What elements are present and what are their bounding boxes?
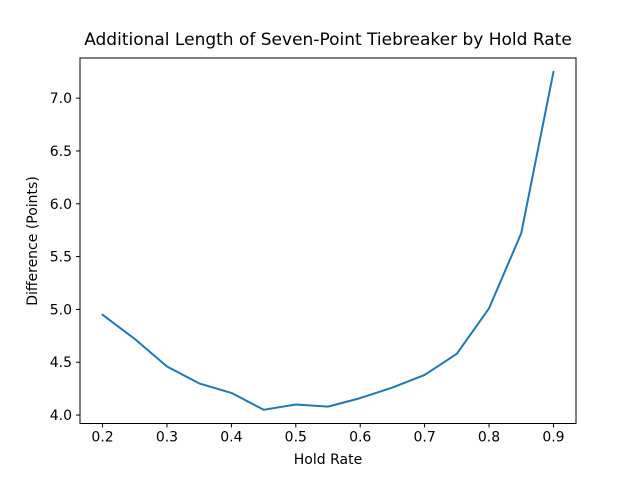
y-tick-label: 6.0 bbox=[50, 197, 72, 213]
y-tick-label: 5.0 bbox=[50, 302, 72, 318]
x-tick-label: 0.8 bbox=[478, 430, 500, 446]
x-tick-label: 0.5 bbox=[285, 430, 307, 446]
x-tick-label: 0.6 bbox=[349, 430, 371, 446]
y-tick-label: 5.5 bbox=[50, 250, 72, 266]
y-tick-label: 7.0 bbox=[50, 91, 72, 107]
y-tick-label: 4.5 bbox=[50, 355, 72, 371]
y-tick-label: 4.0 bbox=[50, 408, 72, 424]
x-tick-label: 0.9 bbox=[542, 430, 564, 446]
x-tick-label: 0.7 bbox=[413, 430, 435, 446]
y-axis-label: Difference (Points) bbox=[25, 176, 41, 306]
x-tick-label: 0.2 bbox=[91, 430, 113, 446]
chart-title: Additional Length of Seven-Point Tiebrea… bbox=[84, 30, 572, 50]
y-tick-label: 6.5 bbox=[50, 144, 72, 160]
x-tick-label: 0.4 bbox=[220, 430, 242, 446]
data-line-series bbox=[101, 70, 555, 411]
x-axis-label: Hold Rate bbox=[293, 452, 363, 468]
x-tick-label: 0.3 bbox=[156, 430, 178, 446]
axes-spines bbox=[79, 57, 577, 424]
